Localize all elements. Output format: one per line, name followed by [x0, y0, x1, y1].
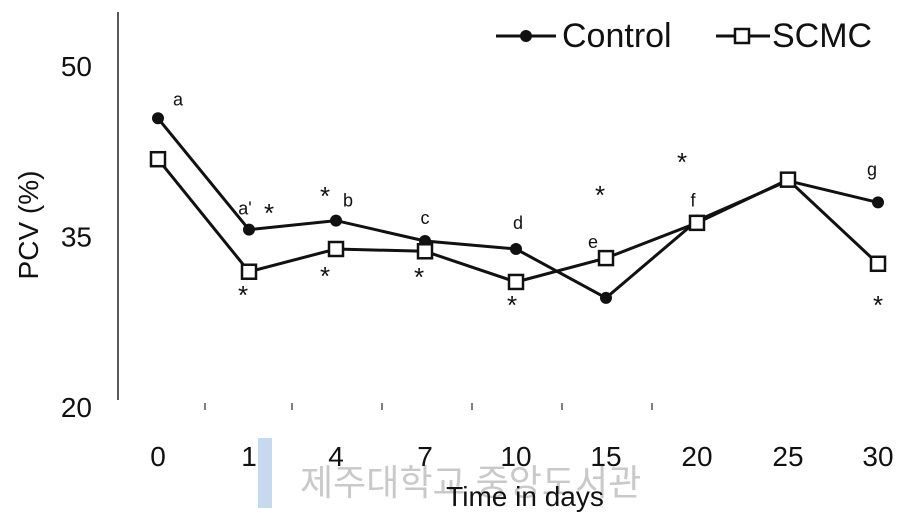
legend-marker-scmc [733, 27, 751, 45]
point-control-1 [243, 223, 255, 236]
significance-star-2: * [320, 181, 330, 211]
significance-star-0: * [264, 198, 274, 228]
significance-star-6: * [595, 180, 605, 210]
point-scmc-20 [688, 214, 706, 232]
point-control-30 [872, 196, 884, 209]
significance-star-3: * [320, 261, 330, 291]
letter-annotation-8: g [867, 159, 877, 179]
legend-label-scmc: SCMC [772, 17, 872, 55]
series-scmc [149, 150, 887, 291]
x-tick-marks [204, 403, 653, 410]
point-scmc-30 [869, 255, 887, 273]
point-scmc-4 [327, 240, 345, 258]
y-tick-label-35: 35 [61, 222, 92, 253]
legend-label-control: Control [562, 17, 672, 55]
point-control-4 [330, 214, 342, 227]
significance-star-7: * [677, 147, 687, 177]
y-tick-labels: 20 35 50 [61, 51, 92, 423]
x-tick-label-1: 1 [241, 441, 257, 472]
annotations: a a' b c d e f g * * * * * * * * * [173, 89, 883, 320]
x-tick-label-30: 30 [862, 441, 893, 472]
letter-annotation-2: b [343, 191, 353, 211]
legend-marker-control [520, 30, 532, 42]
letter-annotation-4: d [513, 213, 523, 233]
x-tick-labels: 0 1 4 7 10 15 20 25 30 [150, 441, 893, 472]
significance-star-1: * [238, 280, 248, 310]
letter-annotation-0: a [173, 89, 184, 109]
point-scmc-10 [507, 273, 525, 291]
significance-star-4: * [414, 262, 424, 292]
point-control-10 [510, 243, 522, 256]
y-tick-label-50: 50 [61, 51, 92, 82]
point-scmc-15 [597, 249, 615, 267]
series [149, 112, 887, 304]
point-control-0 [152, 112, 164, 125]
watermark: 제주대학교 중앙도서관 [258, 438, 641, 508]
letter-annotation-5: e [588, 232, 598, 252]
y-axis-label: PCV (%) [13, 171, 44, 280]
y-tick-label-20: 20 [61, 392, 92, 423]
x-axis-label: Time in days [446, 481, 604, 512]
watermark-logo [258, 438, 272, 508]
point-scmc-1 [240, 263, 258, 280]
letter-annotation-6: f [690, 191, 696, 211]
x-tick-label-0: 0 [150, 441, 166, 472]
point-control-15 [600, 291, 612, 304]
x-tick-label-10: 10 [500, 441, 531, 472]
x-tick-label-7: 7 [417, 441, 433, 472]
x-tick-label-20: 20 [681, 441, 712, 472]
letter-annotation-1: a' [238, 199, 251, 219]
significance-star-8: * [873, 290, 883, 320]
point-scmc-0 [149, 150, 167, 168]
x-tick-label-4: 4 [328, 441, 344, 472]
x-tick-label-15: 15 [590, 441, 621, 472]
point-scmc-7 [416, 243, 434, 260]
watermark-text: 제주대학교 중앙도서관 [300, 462, 641, 503]
x-tick-label-25: 25 [772, 441, 803, 472]
significance-star-5: * [507, 290, 517, 320]
legend: Control SCMC [496, 17, 872, 55]
point-scmc-25 [779, 171, 797, 188]
letter-annotation-3: c [421, 208, 430, 228]
